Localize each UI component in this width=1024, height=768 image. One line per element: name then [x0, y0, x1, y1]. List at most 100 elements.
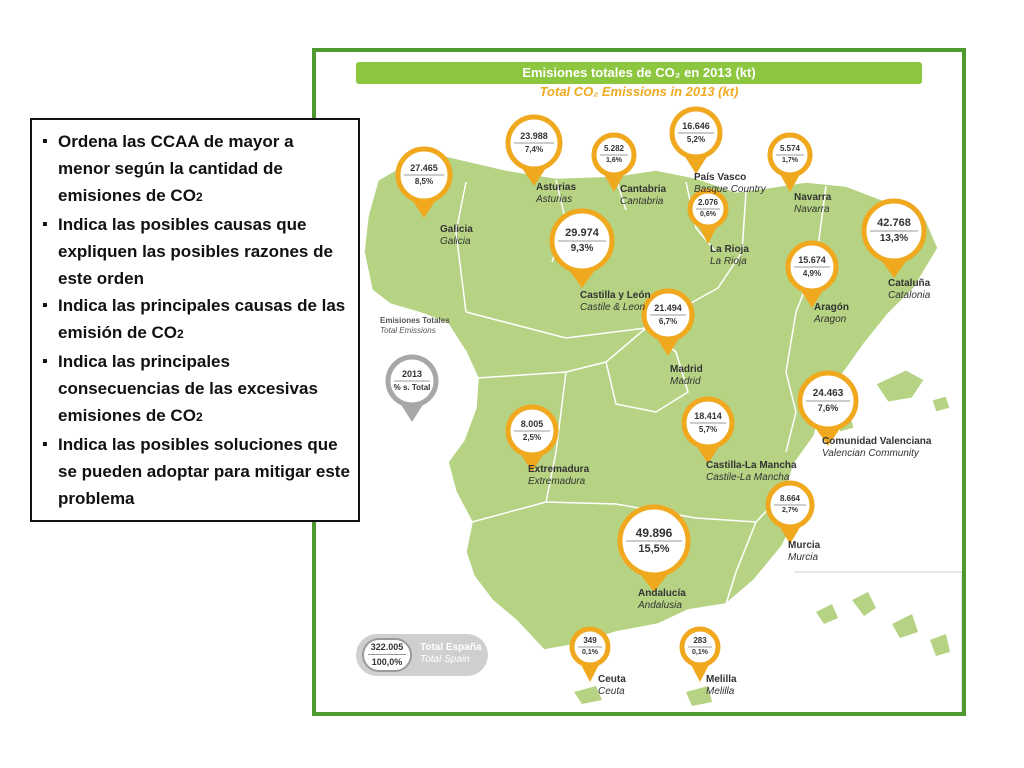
pin-murcia-marker: [765, 480, 815, 544]
label-pais-vasco-es: País Vasco: [694, 172, 747, 183]
pin-andalucia-value: 49.896: [635, 526, 673, 540]
melilla-land: [686, 686, 712, 706]
pin-murcia-pct: 2,7%: [782, 507, 798, 514]
label-galicia-en: Galicia: [440, 236, 471, 247]
total-value-circle: 322.005 100,0%: [362, 638, 412, 672]
total-label-es: Total España: [420, 642, 482, 653]
pin-madrid-value: 21.494: [654, 303, 682, 313]
total-separator: [368, 654, 406, 655]
pin-cataluna-pct: 13,3%: [879, 233, 909, 244]
question-text: Indica las posibles causas que expliquen…: [58, 215, 333, 288]
pin-madrid-pct: 6,7%: [658, 317, 678, 326]
pin-la-rioja-pct: 0,6%: [700, 211, 716, 218]
label-valenciana-es: Comunidad Valenciana: [822, 436, 932, 447]
label-castilla-leon-es: Castilla y León: [580, 290, 651, 301]
pin-ceuta-pct: 0,1%: [582, 649, 598, 656]
label-la-rioja-es: La Rioja: [710, 244, 749, 255]
pin-galicia-pct: 8,5%: [414, 177, 434, 186]
legend-title: Emisiones Totales Total Emissions: [380, 316, 450, 336]
label-murcia-en: Murcia: [788, 552, 819, 563]
pin-melilla-value: 283: [693, 636, 707, 645]
label-melilla-en: Melilla: [706, 686, 735, 697]
pin-valenciana: 24.463 7,6%: [795, 368, 861, 446]
question-subscript: 2: [177, 327, 184, 341]
pin-andalucia-pct: 15,5%: [638, 543, 670, 555]
pin-cantabria: 5.282 1,6%: [589, 130, 639, 192]
label-galicia-es: Galicia: [440, 224, 473, 235]
pin-aragon-value: 15.674: [798, 255, 826, 265]
pin-galicia: 27.465 8,5%: [393, 144, 455, 218]
label-la-rioja-en: La Rioja: [710, 256, 747, 267]
label-pais-vasco-en: Basque Country: [694, 184, 766, 195]
pin-castilla-mancha-pct: 5,7%: [698, 425, 718, 434]
pin-cataluna-value: 42.768: [877, 217, 911, 229]
pin-valenciana-marker: [797, 370, 859, 446]
label-andalucia-es: Andalucía: [638, 588, 686, 599]
label-castilla-leon: Castilla y León Castile & Leon: [580, 290, 651, 314]
label-castilla-mancha-en: Castile-La Mancha: [706, 472, 790, 483]
pin-melilla-pct: 0,1%: [692, 649, 708, 656]
label-navarra-en: Navarra: [794, 204, 830, 215]
pin-navarra-value: 5.574: [779, 144, 801, 153]
pin-navarra-pct: 1,7%: [782, 157, 798, 164]
label-navarra: Navarra Navarra: [794, 192, 831, 216]
label-cataluna-es: Cataluña: [888, 278, 931, 289]
legend-title-en: Total Emissions: [380, 326, 436, 335]
map-title-es: Emisiones totales de CO₂ en 2013 (kt): [522, 65, 756, 80]
pin-ceuta-marker: [569, 626, 611, 682]
question-item: Indica las posibles causas que expliquen…: [42, 211, 350, 292]
label-murcia: Murcia Murcia: [788, 540, 820, 564]
pin-cataluna: 42.768 13,3%: [859, 196, 929, 278]
label-extremadura: Extremadura Extremadura: [528, 464, 589, 488]
pin-la-rioja: 2.076 0,6%: [685, 186, 731, 244]
map-subtitle: Total CO₂ Emissions in 2013 (kt): [316, 84, 962, 99]
question-text: Indica las principales consecuencias de …: [58, 352, 318, 425]
label-pais-vasco: País Vasco Basque Country: [694, 172, 766, 196]
pin-valenciana-value: 24.463: [812, 388, 844, 399]
pin-pais-vasco-marker: [669, 106, 723, 174]
total-spain-badge: 322.005 100,0% Total España Total Spain: [356, 634, 488, 676]
label-castilla-leon-en: Castile & Leon: [580, 302, 646, 313]
label-melilla-es: Melilla: [706, 674, 737, 685]
ceuta-land: [574, 686, 602, 704]
pin-extremadura-value: 8.005: [520, 419, 544, 429]
question-item: Indica las principales causas de las emi…: [42, 292, 350, 348]
label-ceuta: Ceuta Ceuta: [598, 674, 626, 698]
pin-extremadura-pct: 2,5%: [522, 433, 542, 442]
pin-castilla-leon-value: 29.974: [565, 227, 599, 239]
pin-la-rioja-marker: [687, 188, 729, 244]
pin-ceuta: 349 0,1%: [567, 624, 613, 682]
legend-marker-pct: % s. Total: [393, 383, 431, 392]
pin-melilla-marker: [679, 626, 721, 682]
canary-islands: [794, 571, 962, 712]
label-cantabria-en: Cantabria: [620, 196, 664, 207]
region-borders: [455, 177, 827, 605]
pin-asturias-value: 23.988: [520, 131, 548, 141]
label-aragon-es: Aragón: [814, 302, 849, 313]
pin-castilla-mancha-value: 18.414: [694, 411, 722, 421]
pin-extremadura-marker: [505, 404, 559, 472]
pin-galicia-marker: [395, 146, 453, 218]
pin-murcia-value: 8.664: [779, 494, 801, 503]
legend-marker: 2013 % s. Total: [383, 352, 441, 422]
label-la-rioja: La Rioja La Rioja: [710, 244, 749, 268]
pin-andalucia: 49.896 15,5%: [615, 502, 693, 592]
pin-valenciana-pct: 7,6%: [817, 403, 839, 413]
label-madrid-es: Madrid: [670, 364, 703, 375]
questions-list: Ordena las CCAA de mayor a menor según l…: [42, 128, 350, 512]
pin-melilla: 283 0,1%: [677, 624, 723, 682]
question-item: Ordena las CCAA de mayor a menor según l…: [42, 128, 350, 211]
pin-aragon: 15.674 4,9%: [783, 238, 841, 308]
label-castilla-mancha: Castilla-La Mancha Castile-La Mancha: [706, 460, 797, 484]
map-title-en: Total CO₂ Emissions in 2013 (kt): [539, 84, 739, 99]
label-asturias: Asturias Asturias: [536, 182, 576, 206]
pin-navarra-marker: [767, 132, 813, 192]
label-ceuta-es: Ceuta: [598, 674, 626, 685]
label-asturias-en: Asturias: [536, 194, 573, 205]
label-cataluna: Cataluña Catalonia: [888, 278, 930, 302]
pin-navarra: 5.574 1,7%: [765, 130, 815, 192]
label-murcia-es: Murcia: [788, 540, 821, 551]
pin-asturias-marker: [505, 114, 563, 186]
pin-castilla-leon: 29.974 9,3%: [547, 206, 617, 288]
legend-title-es: Emisiones Totales: [380, 316, 450, 325]
